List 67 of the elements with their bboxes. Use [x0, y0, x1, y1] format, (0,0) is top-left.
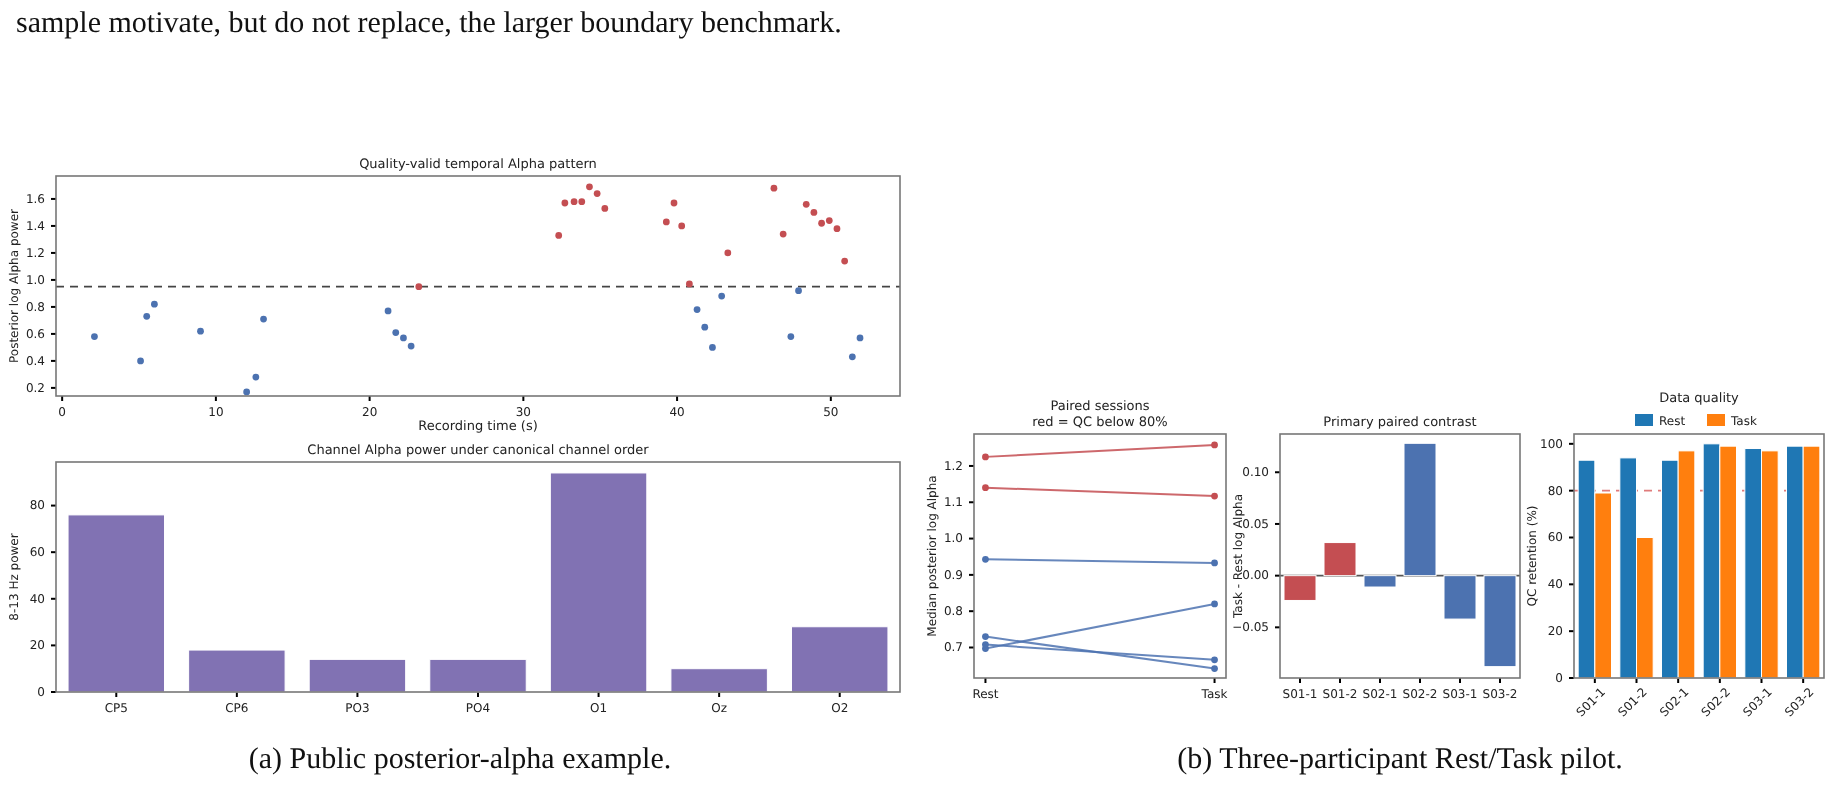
- point: [718, 292, 726, 300]
- point: [770, 184, 778, 192]
- point: [151, 300, 158, 308]
- bar: [1443, 575, 1477, 620]
- point: [137, 357, 144, 365]
- point: [818, 219, 825, 227]
- bar: [549, 472, 648, 693]
- point: [561, 199, 569, 207]
- point: [1211, 600, 1218, 608]
- point: [570, 198, 578, 206]
- point: [709, 344, 716, 351]
- point: [415, 283, 423, 291]
- point: [578, 198, 586, 206]
- point: [982, 555, 989, 563]
- bar: [670, 668, 768, 693]
- point: [787, 333, 795, 340]
- bar: [429, 658, 527, 693]
- point: [601, 205, 609, 212]
- point: [1211, 656, 1218, 664]
- point: [825, 217, 833, 224]
- point: [841, 257, 849, 265]
- point: [670, 199, 678, 207]
- point: [555, 232, 563, 239]
- point: [384, 307, 392, 315]
- point: [693, 306, 701, 313]
- bar: [1323, 542, 1357, 577]
- point: [982, 484, 989, 492]
- point: [848, 353, 856, 361]
- point: [779, 230, 787, 238]
- point: [586, 183, 593, 191]
- point: [662, 218, 670, 226]
- point: [252, 373, 260, 381]
- bar: [1363, 575, 1397, 588]
- point: [833, 225, 841, 233]
- point: [1211, 665, 1218, 672]
- point: [724, 249, 732, 257]
- bar: [1403, 442, 1437, 577]
- point: [593, 190, 601, 197]
- point: [1211, 559, 1218, 567]
- point: [407, 342, 415, 350]
- point: [1211, 492, 1218, 500]
- point: [795, 287, 802, 295]
- point: [91, 333, 98, 340]
- point: [810, 209, 818, 216]
- point: [982, 453, 989, 461]
- point: [802, 200, 810, 208]
- point: [400, 334, 407, 342]
- text: (b) Three-participant Rest/Task pilot.: [1177, 744, 1623, 776]
- point: [982, 633, 989, 640]
- point: [686, 280, 693, 288]
- point: [260, 315, 267, 323]
- text: (a) Public posterior-alpha example.: [248, 744, 672, 776]
- point: [243, 388, 251, 396]
- bar: [67, 514, 166, 693]
- bar: [188, 649, 286, 693]
- point: [678, 222, 686, 230]
- text: sample motivate, but do not replace, the larger boundary benchmark.: [16, 8, 842, 40]
- point: [856, 334, 864, 342]
- point: [143, 312, 151, 320]
- point: [197, 327, 204, 335]
- point: [392, 329, 400, 336]
- bar: [790, 626, 889, 693]
- bar: [1283, 575, 1317, 601]
- point: [701, 323, 709, 331]
- point: [1211, 441, 1218, 449]
- bar: [308, 658, 407, 693]
- bar: [1483, 575, 1517, 668]
